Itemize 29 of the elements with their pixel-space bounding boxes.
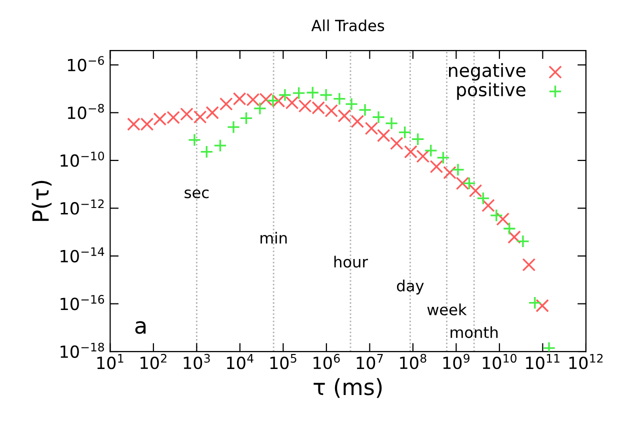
annotation: month — [450, 326, 498, 338]
x-tick-label: 10$^{6}$ — [314, 354, 340, 370]
y-tick-label: 10$^{−6}$ — [68, 56, 104, 72]
y-axis-title: P(τ) — [32, 180, 52, 221]
x-tick-label: 10$^{2}$ — [140, 354, 166, 370]
y-tick-label: 10$^{−8}$ — [68, 104, 104, 120]
annotation: min — [260, 232, 287, 244]
annotation: hour — [334, 256, 368, 268]
x-tick-label: 10$^{5}$ — [270, 354, 296, 370]
x-tick-label: 10$^{12}$ — [569, 354, 603, 370]
annotation: week — [427, 304, 467, 316]
x-tick-label: 10$^{3}$ — [184, 354, 210, 370]
annotation: sec — [184, 189, 209, 198]
x-tick-label: 10$^{4}$ — [227, 354, 254, 370]
y-tick-label: 10$^{−14}$ — [60, 247, 104, 262]
legend-label: negative — [449, 63, 526, 81]
annotation: day — [396, 280, 424, 294]
x-tick-label: 10$^{7}$ — [356, 354, 383, 370]
x-axis-title: τ (ms) — [314, 378, 382, 398]
x-tick-label: 10$^{9}$ — [443, 354, 470, 370]
x-tick-label: 10$^{8}$ — [400, 354, 426, 370]
y-tick-label: 10$^{−12}$ — [60, 199, 104, 215]
annotation: a — [135, 321, 146, 334]
y-tick-label: 10$^{−10}$ — [60, 152, 104, 167]
x-tick-label: 10$^{11}$ — [526, 354, 560, 370]
x-tick-label: 10$^{10}$ — [482, 354, 516, 370]
chart-title: All Trades — [311, 19, 384, 32]
legend-label: positive — [457, 82, 526, 100]
y-tick-label: 10$^{−16}$ — [60, 294, 104, 310]
